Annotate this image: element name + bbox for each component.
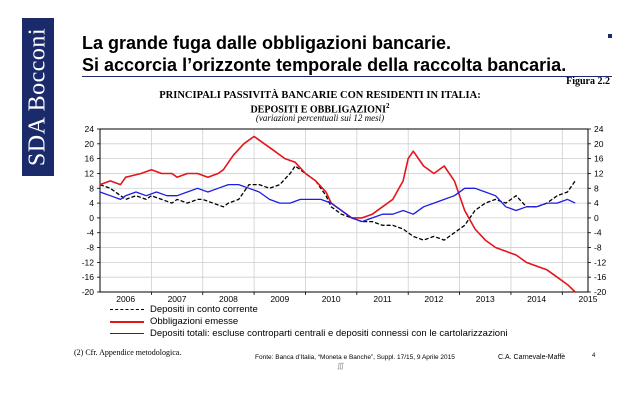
x-tick-label: 2010 xyxy=(322,294,341,304)
plot-frame xyxy=(99,128,589,293)
y-tick-label-left: -8 xyxy=(86,243,94,253)
y-tick-label-right: 24 xyxy=(594,124,604,134)
legend-label-obbligazioni: Obbligazioni emesse xyxy=(150,316,239,327)
y-tick-label-left: 16 xyxy=(85,154,95,164)
y-tick-label-right: -8 xyxy=(594,243,602,253)
legend-swatch-obbligazioni xyxy=(110,321,144,323)
corner-marker xyxy=(608,34,612,38)
footnote: (2) Cfr. Appendice metodologica. xyxy=(74,348,182,357)
y-tick-label-left: 0 xyxy=(89,213,94,223)
chart-title: PRINCIPALI PASSIVITÀ BANCARIE CON RESIDE… xyxy=(159,90,481,101)
chart-subtitle-text: DEPOSITI E OBBLIGAZIONI xyxy=(250,104,387,116)
x-tick-label: 2006 xyxy=(116,294,135,304)
y-tick-label-right: -16 xyxy=(594,272,607,282)
x-tick-label: 2012 xyxy=(424,294,443,304)
y-tick-label-left: 24 xyxy=(85,124,95,134)
chart-subtitle: DEPOSITI E OBBLIGAZIONI2 xyxy=(110,102,530,115)
y-tick-label-right: -4 xyxy=(594,228,602,238)
x-tick-label: 2014 xyxy=(527,294,546,304)
legend-item-depositi-cc: Depositi in conto corrente xyxy=(110,304,507,316)
x-tick-label: 2007 xyxy=(168,294,187,304)
y-tick-label-left: 4 xyxy=(89,198,94,208)
series-line-0 xyxy=(99,165,576,241)
page-number: 4 xyxy=(592,353,596,359)
y-tick-label-right: 0 xyxy=(594,213,599,223)
title-divider xyxy=(82,76,612,77)
chart-note: (variazioni percentuali sui 12 mesi) xyxy=(255,113,385,123)
legend-label-depositi-cc: Depositi in conto corrente xyxy=(150,304,258,315)
source-note: Fonte: Banca d’Italia, “Moneta e Banche”… xyxy=(255,354,455,361)
slide-title-line2: Si accorcia l’orizzonte temporale della … xyxy=(82,55,567,75)
legend-item-obbligazioni: Obbligazioni emesse xyxy=(110,316,507,328)
author: C.A. Carnevale-Maffè xyxy=(498,354,566,361)
y-tick-label-right: -20 xyxy=(594,287,607,297)
y-tick-label-left: 12 xyxy=(85,168,95,178)
y-tick-label-left: 20 xyxy=(85,139,95,149)
slide-title: La grande fuga dalle obbligazioni bancar… xyxy=(82,32,632,76)
y-tick-label-right: -12 xyxy=(594,257,607,267)
y-tick-label-left: -20 xyxy=(82,287,95,297)
y-tick-label-left: 8 xyxy=(89,183,94,193)
x-tick-label: 2009 xyxy=(270,294,289,304)
slide-title-line1: La grande fuga dalle obbligazioni bancar… xyxy=(82,33,452,53)
x-tick-label: 2011 xyxy=(373,294,392,304)
brand-logo xyxy=(22,18,54,176)
brand-sidebar: SDA Bocconi xyxy=(0,0,64,408)
x-tick-label: 2015 xyxy=(579,294,598,304)
x-tick-label: 2008 xyxy=(219,294,238,304)
figure-label: Figura 2.2 xyxy=(566,76,610,87)
series-line-2 xyxy=(99,183,576,223)
x-tick-label: 2013 xyxy=(476,294,495,304)
chart-subtitle-superscript: 2 xyxy=(386,102,390,110)
y-tick-label-right: 8 xyxy=(594,183,599,193)
y-tick-label-left: -12 xyxy=(82,257,95,267)
y-tick-label-right: 20 xyxy=(594,139,604,149)
y-tick-label-right: 12 xyxy=(594,168,604,178)
footer-logo-icon: ∭ xyxy=(337,363,345,370)
y-tick-label-right: 4 xyxy=(594,198,599,208)
series-line-1 xyxy=(99,135,576,293)
legend-label-depositi-totali: Depositi totali: escluse controparti cen… xyxy=(150,328,508,339)
y-tick-label-left: -16 xyxy=(82,272,95,282)
chart-legend: Depositi in conto corrente Obbligazioni … xyxy=(110,304,507,340)
legend-swatch-depositi-totali xyxy=(110,333,144,334)
y-tick-label-left: -4 xyxy=(86,228,94,238)
y-tick-label-right: 16 xyxy=(594,154,604,164)
legend-swatch-depositi-cc xyxy=(110,309,144,310)
legend-item-depositi-totali: Depositi totali: escluse controparti cen… xyxy=(110,328,507,340)
